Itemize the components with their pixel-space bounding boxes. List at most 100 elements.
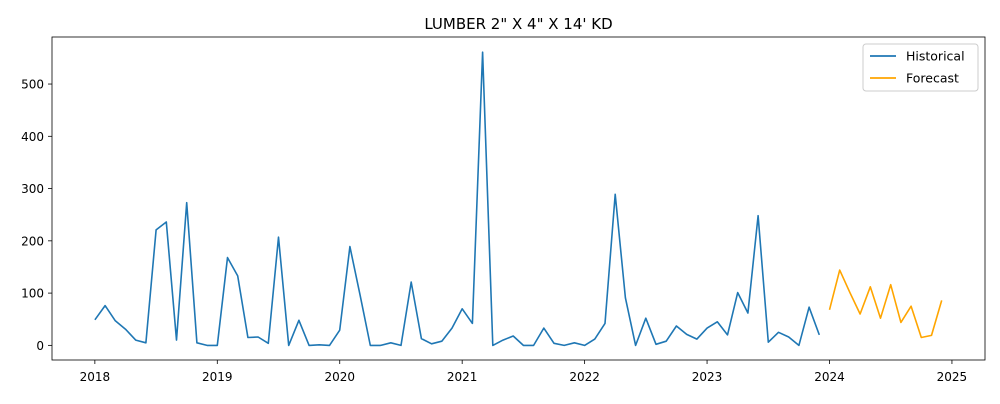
- data-point: [706, 327, 709, 330]
- data-point: [573, 341, 576, 344]
- series-historical: [93, 51, 821, 347]
- data-point: [746, 312, 749, 315]
- data-point: [471, 322, 474, 325]
- y-tick-label: 100: [21, 287, 44, 301]
- x-tick-label: 2019: [202, 370, 233, 384]
- data-point: [838, 269, 841, 272]
- data-point: [726, 333, 729, 336]
- data-point: [634, 344, 637, 347]
- y-tick-label: 300: [21, 182, 44, 196]
- data-point: [440, 340, 443, 343]
- data-point: [604, 322, 607, 325]
- data-point: [185, 201, 188, 204]
- series-forecast: [828, 269, 943, 339]
- data-point: [716, 320, 719, 323]
- data-point: [685, 333, 688, 336]
- data-point: [155, 228, 158, 231]
- x-axis: 2018 2019 2020 2021 2022 2023 2024 2025: [80, 360, 968, 384]
- data-point: [144, 341, 147, 344]
- plot-frame: [51, 36, 986, 361]
- data-point: [532, 344, 535, 347]
- data-point: [777, 331, 780, 334]
- y-tick-label: 0: [36, 339, 44, 353]
- legend: Historical Forecast: [862, 43, 979, 92]
- data-point: [920, 336, 923, 339]
- x-tick-label: 2018: [80, 370, 111, 384]
- data-point: [644, 317, 647, 320]
- series-line-forecast: [828, 269, 943, 339]
- x-tick-label: 2022: [569, 370, 600, 384]
- data-point: [899, 321, 902, 324]
- data-point: [359, 294, 362, 297]
- data-point: [318, 343, 321, 346]
- data-point: [114, 319, 117, 322]
- data-point: [246, 336, 249, 339]
- y-tick-label: 400: [21, 130, 44, 144]
- data-point: [104, 304, 107, 307]
- data-point: [614, 193, 617, 196]
- data-point: [400, 344, 403, 347]
- data-point: [338, 329, 341, 332]
- data-point: [859, 313, 862, 316]
- data-point: [206, 344, 209, 347]
- legend-label: Forecast: [906, 71, 959, 86]
- data-point: [797, 344, 800, 347]
- chart-title: LUMBER 2" X 4" X 14' KD: [424, 15, 612, 33]
- data-point: [451, 327, 454, 330]
- data-point: [665, 340, 668, 343]
- data-point: [940, 299, 943, 302]
- data-point: [93, 318, 96, 321]
- data-point: [848, 291, 851, 294]
- data-point: [369, 344, 372, 347]
- data-point: [124, 328, 127, 331]
- data-point: [216, 344, 219, 347]
- data-point: [297, 319, 300, 322]
- y-tick-label: 500: [21, 78, 44, 92]
- data-point: [512, 335, 515, 338]
- x-tick-label: 2025: [937, 370, 968, 384]
- x-tick-label: 2024: [814, 370, 845, 384]
- legend-label: Historical: [906, 49, 965, 64]
- data-point: [389, 341, 392, 344]
- x-tick-label: 2023: [692, 370, 723, 384]
- data-point: [502, 339, 505, 342]
- data-point: [175, 339, 178, 342]
- series-layer: [93, 51, 943, 347]
- data-point: [236, 274, 239, 277]
- data-point: [165, 221, 168, 224]
- data-point: [257, 336, 260, 339]
- y-tick-label: 200: [21, 234, 44, 248]
- data-point: [757, 214, 760, 217]
- data-point: [624, 296, 627, 299]
- data-point: [308, 344, 311, 347]
- data-point: [930, 334, 933, 337]
- data-point: [675, 325, 678, 328]
- data-point: [553, 342, 556, 345]
- x-tick-label: 2020: [324, 370, 355, 384]
- data-point: [410, 281, 413, 284]
- data-point: [879, 317, 882, 320]
- data-point: [328, 344, 331, 347]
- data-point: [736, 291, 739, 294]
- data-point: [522, 344, 525, 347]
- data-point: [430, 342, 433, 345]
- data-point: [889, 283, 892, 286]
- data-point: [818, 333, 821, 336]
- data-point: [226, 256, 229, 259]
- data-point: [287, 344, 290, 347]
- data-point: [869, 285, 872, 288]
- data-point: [461, 307, 464, 310]
- data-point: [348, 245, 351, 248]
- data-point: [277, 236, 280, 239]
- data-point: [655, 343, 658, 346]
- data-point: [695, 338, 698, 341]
- data-point: [808, 306, 811, 309]
- x-tick-label: 2021: [447, 370, 478, 384]
- data-point: [481, 51, 484, 54]
- data-point: [491, 344, 494, 347]
- data-point: [420, 337, 423, 340]
- data-point: [828, 308, 831, 311]
- data-point: [787, 336, 790, 339]
- y-axis: 0 100 200 300 400 500: [21, 78, 52, 353]
